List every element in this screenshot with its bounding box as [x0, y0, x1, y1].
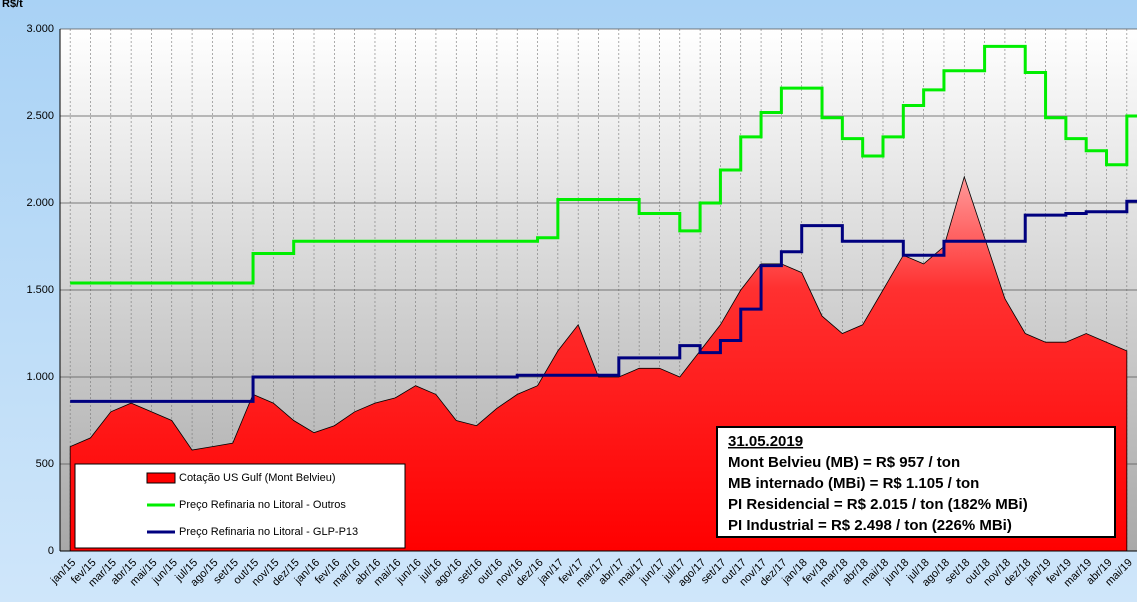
- step-line: [70, 44, 1137, 285]
- annotation: 31.05.2019: [728, 433, 803, 450]
- annotation: MB internado (MBi) = R$ 1.105 / ton: [728, 475, 979, 492]
- legend-label: Preço Refinaria no Litoral - Outros: [179, 499, 346, 511]
- y-tick-label: 1.000: [26, 371, 54, 383]
- y-tick-label: 1.500: [26, 284, 54, 296]
- y-tick-label: 2.500: [26, 110, 54, 122]
- y-tick-label: 3.000: [26, 23, 54, 35]
- y-tick-label: 0: [48, 545, 54, 557]
- y-tick-label: 500: [36, 458, 54, 470]
- y-axis-label: R$/t: [2, 0, 23, 10]
- legend-swatch: [146, 472, 176, 484]
- legend-box: [74, 463, 406, 549]
- annotation: Mont Belvieu (MB) = R$ 957 / ton: [728, 454, 960, 471]
- annotation-box: [716, 426, 1116, 538]
- legend-label: Cotação US Gulf (Mont Belvieu): [179, 472, 336, 484]
- step-line: [70, 199, 1137, 403]
- annotation: PI Industrial = R$ 2.498 / ton (226% MBi…: [728, 517, 1012, 534]
- y-tick-label: 2.000: [26, 197, 54, 209]
- annotation: PI Residencial = R$ 2.015 / ton (182% MB…: [728, 496, 1028, 513]
- legend-label: Preço Refinaria no Litoral - GLP-P13: [179, 526, 358, 538]
